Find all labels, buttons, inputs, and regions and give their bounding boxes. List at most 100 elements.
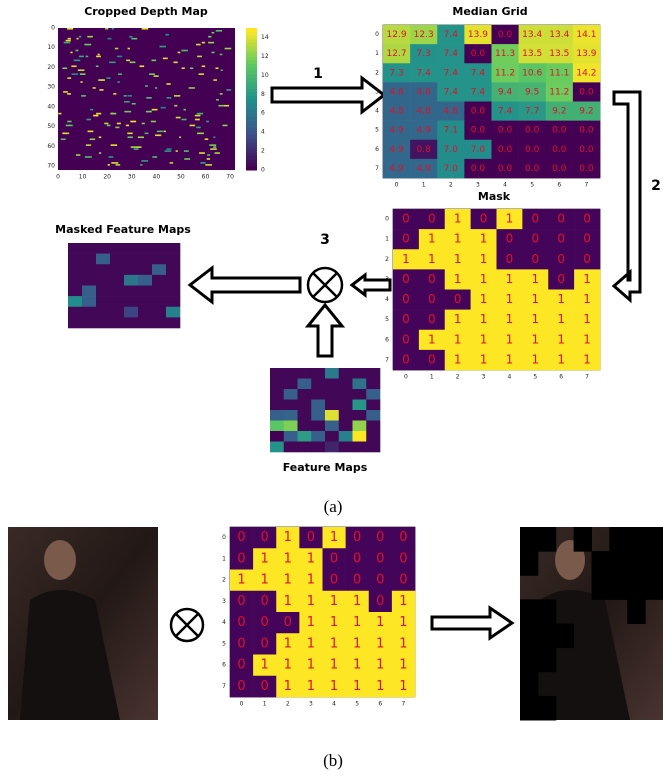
arrow <box>190 268 300 302</box>
depth-point <box>213 146 216 148</box>
feature-cell <box>325 400 339 411</box>
feature-cell <box>124 275 138 286</box>
depth-point <box>58 113 61 115</box>
feature-cell <box>82 243 96 254</box>
y-tick-label: 7 <box>375 165 379 172</box>
cell-value: 0 <box>557 272 565 286</box>
cell-value: 1 <box>284 573 292 588</box>
cell-value: 4.8 <box>417 87 432 97</box>
depth-point <box>165 150 172 152</box>
depth-point <box>146 111 151 113</box>
depth-point <box>210 148 217 150</box>
cell-value: 0 <box>376 551 384 566</box>
mask-block <box>520 696 538 721</box>
cell-value: 0.0 <box>498 164 513 174</box>
cell-value: 0 <box>402 232 410 246</box>
input-photo <box>8 527 158 720</box>
y-tick-label: 4 <box>222 619 226 626</box>
y-tick-label: 7 <box>222 683 226 690</box>
depth-point <box>66 40 71 42</box>
depth-point <box>170 162 174 164</box>
y-tick-label: 20 <box>47 64 55 71</box>
cell-value: 13.4 <box>549 30 569 40</box>
feature-cell <box>366 389 380 400</box>
depth-point <box>142 123 145 125</box>
cell-value: 0.0 <box>525 164 540 174</box>
depth-point <box>195 119 200 121</box>
depth-point <box>176 117 181 119</box>
feature-cell <box>68 264 82 275</box>
colorbar <box>246 103 257 107</box>
depth-point <box>117 56 122 58</box>
step-label: 2 <box>651 178 661 194</box>
depth-point <box>199 73 204 75</box>
depth-point <box>197 113 203 115</box>
depth-point <box>70 52 72 54</box>
depth-point <box>116 164 121 166</box>
cell-value: 10.6 <box>522 68 542 78</box>
cell-value: 0 <box>261 679 269 694</box>
depth-point <box>99 136 102 138</box>
cell-value: 0 <box>261 636 269 651</box>
colorbar <box>246 42 257 46</box>
depth-point <box>128 95 132 97</box>
cell-value: 11.2 <box>495 68 515 78</box>
depth-point <box>66 125 73 127</box>
depth-point <box>209 144 216 146</box>
depth-point <box>183 109 186 111</box>
cell-value: 11.1 <box>549 68 569 78</box>
mask-block <box>520 599 538 624</box>
y-tick-label: 3 <box>222 598 226 605</box>
x-tick-label: 4 <box>503 182 507 189</box>
depth-point <box>218 105 223 107</box>
cell-value: 1 <box>557 312 565 326</box>
depth-point <box>173 62 177 64</box>
feature-cell <box>284 410 298 421</box>
colorbar <box>246 106 257 110</box>
cell-value: 0 <box>284 615 292 630</box>
cell-value: 0 <box>237 679 245 694</box>
colorbar <box>246 159 257 163</box>
feature-cell <box>138 254 152 265</box>
cell-value: 1 <box>531 332 539 346</box>
cell-value: 4.9 <box>389 164 404 174</box>
depth-point <box>111 144 117 146</box>
cell-value: 7.0 <box>471 145 486 155</box>
feature-cell <box>124 307 138 318</box>
feature-cell <box>82 275 96 286</box>
y-tick-label: 6 <box>375 146 379 153</box>
depth-point <box>98 79 104 81</box>
arrow <box>614 92 640 300</box>
colorbar <box>246 95 257 99</box>
cell-value: 1 <box>428 232 436 246</box>
colorbar <box>246 46 257 50</box>
cell-value: 0 <box>480 212 488 226</box>
depth-point <box>111 162 118 164</box>
feature-cell <box>96 317 110 328</box>
cell-value: 1 <box>307 679 315 694</box>
cell-value: 0 <box>402 332 410 346</box>
cell-value: 0 <box>583 212 591 226</box>
cell-value: 1 <box>376 636 384 651</box>
y-tick-label: 0 <box>222 534 226 541</box>
x-tick-label: 1 <box>422 182 426 189</box>
cell-value: 9.5 <box>525 87 539 97</box>
feature-cell <box>124 264 138 275</box>
mask-block <box>592 575 610 600</box>
depth-point <box>202 65 206 67</box>
cell-value: 1 <box>506 312 514 326</box>
cell-value: 1 <box>583 272 591 286</box>
feature-cell <box>82 264 96 275</box>
cell-value: 0.0 <box>552 126 567 136</box>
depth-map-title: Cropped Depth Map <box>84 5 208 18</box>
feature-cell <box>284 389 298 400</box>
x-tick-label: 2 <box>449 182 453 189</box>
x-tick-label: 5 <box>530 182 534 189</box>
cell-value: 13.9 <box>576 49 596 59</box>
colorbar <box>246 110 257 114</box>
cell-value: 1 <box>307 594 315 609</box>
feature-cell <box>353 410 367 421</box>
cell-value: 9.4 <box>498 87 513 97</box>
feature-cell <box>284 431 298 442</box>
feature-cell <box>110 275 124 286</box>
